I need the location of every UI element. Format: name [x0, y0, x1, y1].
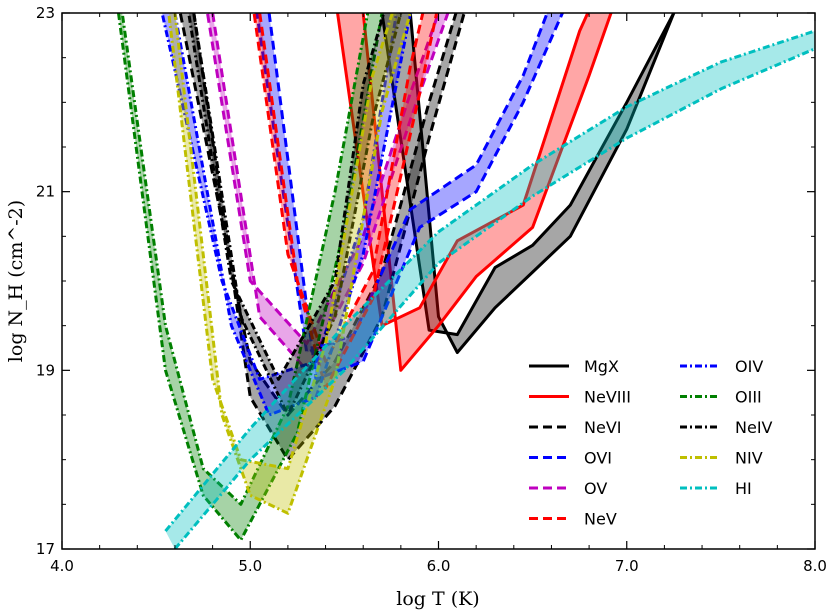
line-ovi-upper	[255, 13, 549, 354]
band-oiii	[118, 13, 382, 541]
series-oiii	[117, 13, 384, 542]
band-neviii	[337, 13, 612, 371]
line-hi-lower	[173, 47, 815, 549]
y-tick-label: 17	[36, 540, 55, 558]
line-oiii-lower	[117, 13, 384, 542]
series-nev	[252, 13, 439, 390]
ticks-layer: 4.0 5.0 6.0 7.0 8.0 17 19 21 23	[36, 4, 827, 575]
band-nev	[254, 13, 437, 389]
line-niv-lower	[173, 13, 412, 515]
line-neiv-upper	[187, 13, 386, 381]
legend-label-nev: NeV	[584, 510, 617, 529]
legend-label-mgx: MgX	[584, 357, 619, 376]
line-nev-lower	[258, 13, 439, 390]
line-nevi-lower	[192, 13, 466, 462]
legend-label-ovi: OVI	[584, 449, 612, 468]
legend-label-oiv: OIV	[735, 357, 763, 376]
line-nevi-upper	[178, 13, 458, 417]
y-axis-title: log N_H (cm^-2)	[5, 200, 27, 362]
series-ovi	[255, 13, 565, 381]
band-niv	[168, 13, 411, 514]
line-ovi-lower	[267, 13, 565, 381]
legend-label-nevi: NeVI	[584, 418, 621, 437]
x-tick-label: 6.0	[427, 557, 451, 575]
x-tick-label: 8.0	[803, 557, 827, 575]
legend-label-oiii: OIII	[735, 388, 762, 407]
legend-label-hi: HI	[735, 479, 752, 498]
series-neiv	[187, 13, 403, 417]
y-tick-label: 21	[36, 183, 55, 201]
line-nev-upper	[252, 13, 425, 363]
legend: MgX NeVIII NeVI OVI OV NeV OIV OIII NeIV NIV HI	[529, 357, 773, 529]
line-neiv-lower	[192, 13, 403, 417]
series-nevi	[178, 13, 466, 462]
y-tick-label: 23	[36, 4, 55, 22]
series-niv	[167, 13, 412, 515]
legend-label-neviii: NeVIII	[584, 388, 631, 407]
line-niv-upper	[167, 13, 394, 471]
legend-label-neiv: NeIV	[735, 418, 773, 437]
series-hi	[164, 29, 815, 549]
x-axis-title: log T (K)	[396, 588, 479, 610]
line-oiii-upper	[120, 13, 370, 506]
band-mgx	[382, 13, 674, 353]
line-neviii-lower	[361, 13, 613, 372]
series-layer	[117, 13, 815, 549]
x-tick-label: 5.0	[238, 557, 262, 575]
line-hi-upper	[164, 29, 815, 533]
legend-label-niv: NIV	[735, 449, 763, 468]
line-ov-upper	[205, 13, 441, 345]
x-tick-label: 4.0	[50, 557, 74, 575]
y-tick-label: 19	[36, 361, 55, 379]
x-tick-label: 7.0	[615, 557, 639, 575]
legend-label-ov: OV	[584, 479, 607, 498]
